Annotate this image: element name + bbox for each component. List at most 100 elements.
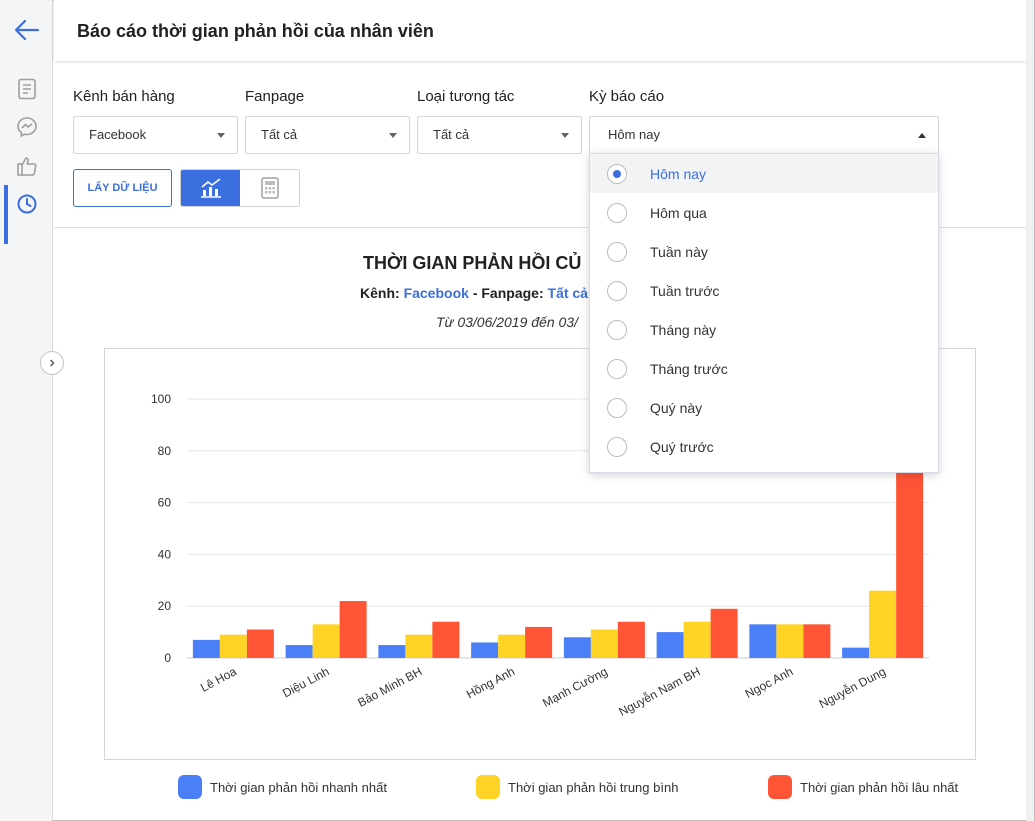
bar-chart: 0 20 40 60 80 100 Lê Hoa Diệu Linh Bảo Minh BH Hồ… bbox=[151, 392, 929, 719]
filter-period: Kỳ báo cáo Hôm nay bbox=[589, 88, 939, 154]
fanpage-label: Fanpage bbox=[245, 88, 305, 105]
bar[interactable] bbox=[219, 634, 247, 658]
x-tick-label: Hồng Anh bbox=[464, 664, 517, 701]
bar[interactable] bbox=[563, 637, 591, 658]
bar[interactable] bbox=[498, 634, 526, 658]
channel-caption-value: Facebook bbox=[403, 285, 469, 301]
period-option-label: Quý này bbox=[650, 399, 703, 416]
x-tick-label: Ngọc Anh bbox=[743, 664, 796, 701]
period-dropdown: Hôm nay Hôm qua Tuần này Tuần trước Tháng nà… bbox=[589, 153, 939, 473]
caret-down-icon bbox=[561, 133, 569, 138]
thumbs-up-icon[interactable] bbox=[0, 147, 53, 185]
bar[interactable] bbox=[471, 642, 499, 658]
filter-channel: Kênh bán hàng Facebook bbox=[73, 88, 238, 154]
bar[interactable] bbox=[749, 624, 777, 658]
x-tick-label: Bảo Minh BH bbox=[355, 664, 424, 710]
legend-swatch bbox=[768, 775, 792, 799]
interaction-select[interactable]: Tất cả bbox=[417, 116, 582, 154]
bar[interactable] bbox=[776, 624, 804, 658]
y-tick-label: 80 bbox=[158, 444, 172, 458]
channel-value: Facebook bbox=[89, 127, 147, 142]
bar[interactable] bbox=[896, 471, 924, 658]
messenger-icon[interactable] bbox=[0, 108, 53, 146]
bar[interactable] bbox=[378, 645, 406, 658]
period-option[interactable]: Quý trước bbox=[590, 427, 938, 466]
calculator-icon bbox=[260, 177, 279, 199]
radio-icon bbox=[607, 397, 627, 418]
bar[interactable] bbox=[590, 629, 618, 658]
radio-icon bbox=[607, 241, 627, 262]
period-option-label: Tuần này bbox=[650, 243, 708, 260]
bar[interactable] bbox=[405, 634, 433, 658]
radio-icon bbox=[607, 280, 627, 301]
period-value: Hôm nay bbox=[608, 127, 661, 142]
document-icon[interactable] bbox=[0, 70, 53, 108]
caption-separator: - bbox=[472, 285, 478, 301]
bar[interactable] bbox=[312, 624, 340, 658]
bar[interactable] bbox=[339, 601, 367, 658]
fanpage-value: Tất cả bbox=[261, 127, 298, 142]
table-view-button[interactable] bbox=[240, 170, 299, 206]
bar[interactable] bbox=[246, 629, 274, 658]
fanpage-caption: Fanpage: bbox=[481, 285, 544, 301]
bar[interactable] bbox=[525, 626, 553, 658]
period-option[interactable]: Tuần trước bbox=[590, 271, 938, 310]
legend-label: Thời gian phản hồi lâu nhất bbox=[800, 779, 959, 795]
filter-fanpage: Fanpage Tất cả bbox=[245, 88, 410, 154]
x-tick-label: Nguyễn Nam BH bbox=[616, 663, 703, 719]
period-option-label: Hôm qua bbox=[650, 204, 707, 221]
back-arrow-icon[interactable] bbox=[0, 12, 53, 48]
period-option[interactable]: Hôm qua bbox=[590, 193, 938, 232]
bar[interactable] bbox=[192, 639, 220, 658]
scrollbar[interactable] bbox=[1026, 0, 1034, 821]
bar[interactable] bbox=[285, 645, 313, 658]
sidebar bbox=[0, 0, 53, 821]
legend-item-average[interactable]: Thời gian phản hồi trung bình bbox=[476, 775, 678, 799]
clock-icon[interactable] bbox=[0, 185, 53, 223]
bar[interactable] bbox=[432, 621, 460, 658]
period-select[interactable]: Hôm nay bbox=[589, 116, 939, 154]
y-tick-label: 60 bbox=[158, 496, 172, 510]
period-option-label: Tháng này bbox=[650, 321, 717, 338]
period-option[interactable]: Quý này bbox=[590, 388, 938, 427]
x-tick-label: Mạnh Cường bbox=[540, 664, 610, 710]
legend-label: Thời gian phản hồi nhanh nhất bbox=[210, 779, 387, 795]
fanpage-select[interactable]: Tất cả bbox=[245, 116, 410, 154]
x-tick-label: Diệu Linh bbox=[280, 664, 331, 700]
view-toggle bbox=[180, 169, 300, 207]
filter-interaction: Loại tương tác Tất cả bbox=[417, 88, 582, 154]
y-tick-label: 100 bbox=[151, 392, 171, 406]
radio-icon bbox=[607, 436, 627, 457]
x-tick-label: Nguyễn Dung bbox=[816, 663, 888, 711]
period-option[interactable]: Tháng trước bbox=[590, 349, 938, 388]
chart-view-button[interactable] bbox=[181, 170, 240, 206]
period-option[interactable]: Hôm nay bbox=[590, 154, 938, 193]
caret-up-icon bbox=[918, 133, 926, 138]
legend-item-slowest[interactable]: Thời gian phản hồi lâu nhất bbox=[768, 775, 958, 799]
radio-icon bbox=[607, 319, 627, 340]
bar[interactable] bbox=[842, 647, 870, 658]
legend-item-fastest[interactable]: Thời gian phản hồi nhanh nhất bbox=[178, 775, 387, 799]
interaction-value: Tất cả bbox=[433, 127, 470, 142]
channel-select[interactable]: Facebook bbox=[73, 116, 238, 154]
period-option[interactable]: Tháng này bbox=[590, 310, 938, 349]
chevron-right-icon[interactable] bbox=[40, 351, 64, 375]
legend-swatch bbox=[178, 775, 202, 799]
divider bbox=[54, 227, 1026, 228]
channel-caption: Kênh: bbox=[360, 285, 400, 301]
caret-down-icon bbox=[217, 133, 225, 138]
period-option[interactable]: Tuần này bbox=[590, 232, 938, 271]
bar[interactable] bbox=[617, 621, 645, 658]
x-tick-label: Lê Hoa bbox=[198, 664, 239, 695]
bar[interactable] bbox=[869, 590, 897, 658]
bar[interactable] bbox=[803, 624, 831, 658]
get-data-button[interactable]: LẤY DỮ LIỆU bbox=[73, 169, 172, 207]
period-label: Kỳ báo cáo bbox=[589, 88, 665, 105]
bar[interactable] bbox=[656, 632, 684, 658]
bar[interactable] bbox=[710, 608, 738, 658]
page-title: Báo cáo thời gian phản hồi của nhân viên bbox=[77, 21, 434, 41]
y-tick-label: 20 bbox=[158, 599, 172, 613]
bar[interactable] bbox=[683, 621, 711, 658]
fanpage-caption-value: Tất cả bbox=[547, 285, 588, 301]
legend-label: Thời gian phản hồi trung bình bbox=[508, 779, 679, 795]
